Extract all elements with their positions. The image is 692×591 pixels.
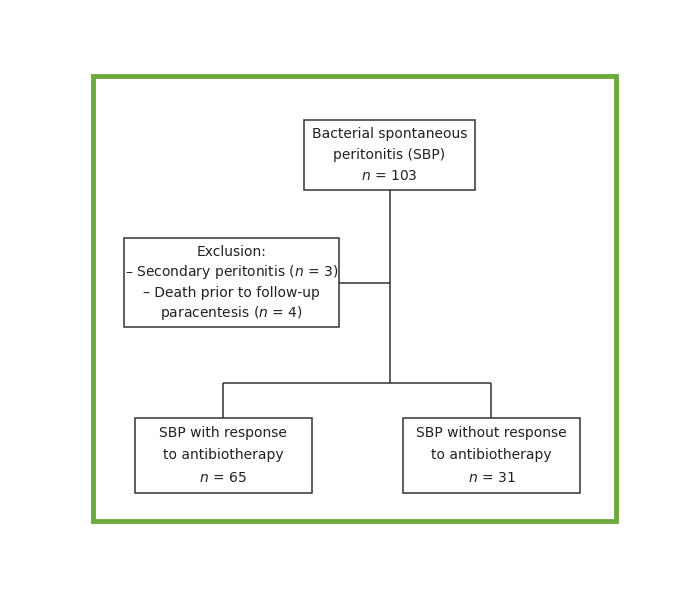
FancyBboxPatch shape xyxy=(124,238,338,327)
FancyBboxPatch shape xyxy=(304,120,475,190)
Text: – Death prior to follow-up: – Death prior to follow-up xyxy=(143,286,320,300)
Text: SBP with response: SBP with response xyxy=(159,426,287,440)
Text: paracentesis ($n$ = 4): paracentesis ($n$ = 4) xyxy=(160,304,302,323)
Text: peritonitis (SBP): peritonitis (SBP) xyxy=(334,148,446,162)
Text: – Secondary peritonitis ($n$ = 3): – Secondary peritonitis ($n$ = 3) xyxy=(125,263,338,281)
Text: to antibiotherapy: to antibiotherapy xyxy=(163,449,284,462)
Text: Exclusion:: Exclusion: xyxy=(197,245,266,259)
Text: Bacterial spontaneous: Bacterial spontaneous xyxy=(312,126,467,141)
Text: SBP without response: SBP without response xyxy=(416,426,567,440)
FancyBboxPatch shape xyxy=(403,418,580,493)
FancyBboxPatch shape xyxy=(135,418,311,493)
Text: to antibiotherapy: to antibiotherapy xyxy=(431,449,552,462)
Text: $n$ = 65: $n$ = 65 xyxy=(199,471,247,485)
Text: $n$ = 31: $n$ = 31 xyxy=(468,471,516,485)
Text: $n$ = 103: $n$ = 103 xyxy=(361,170,418,183)
